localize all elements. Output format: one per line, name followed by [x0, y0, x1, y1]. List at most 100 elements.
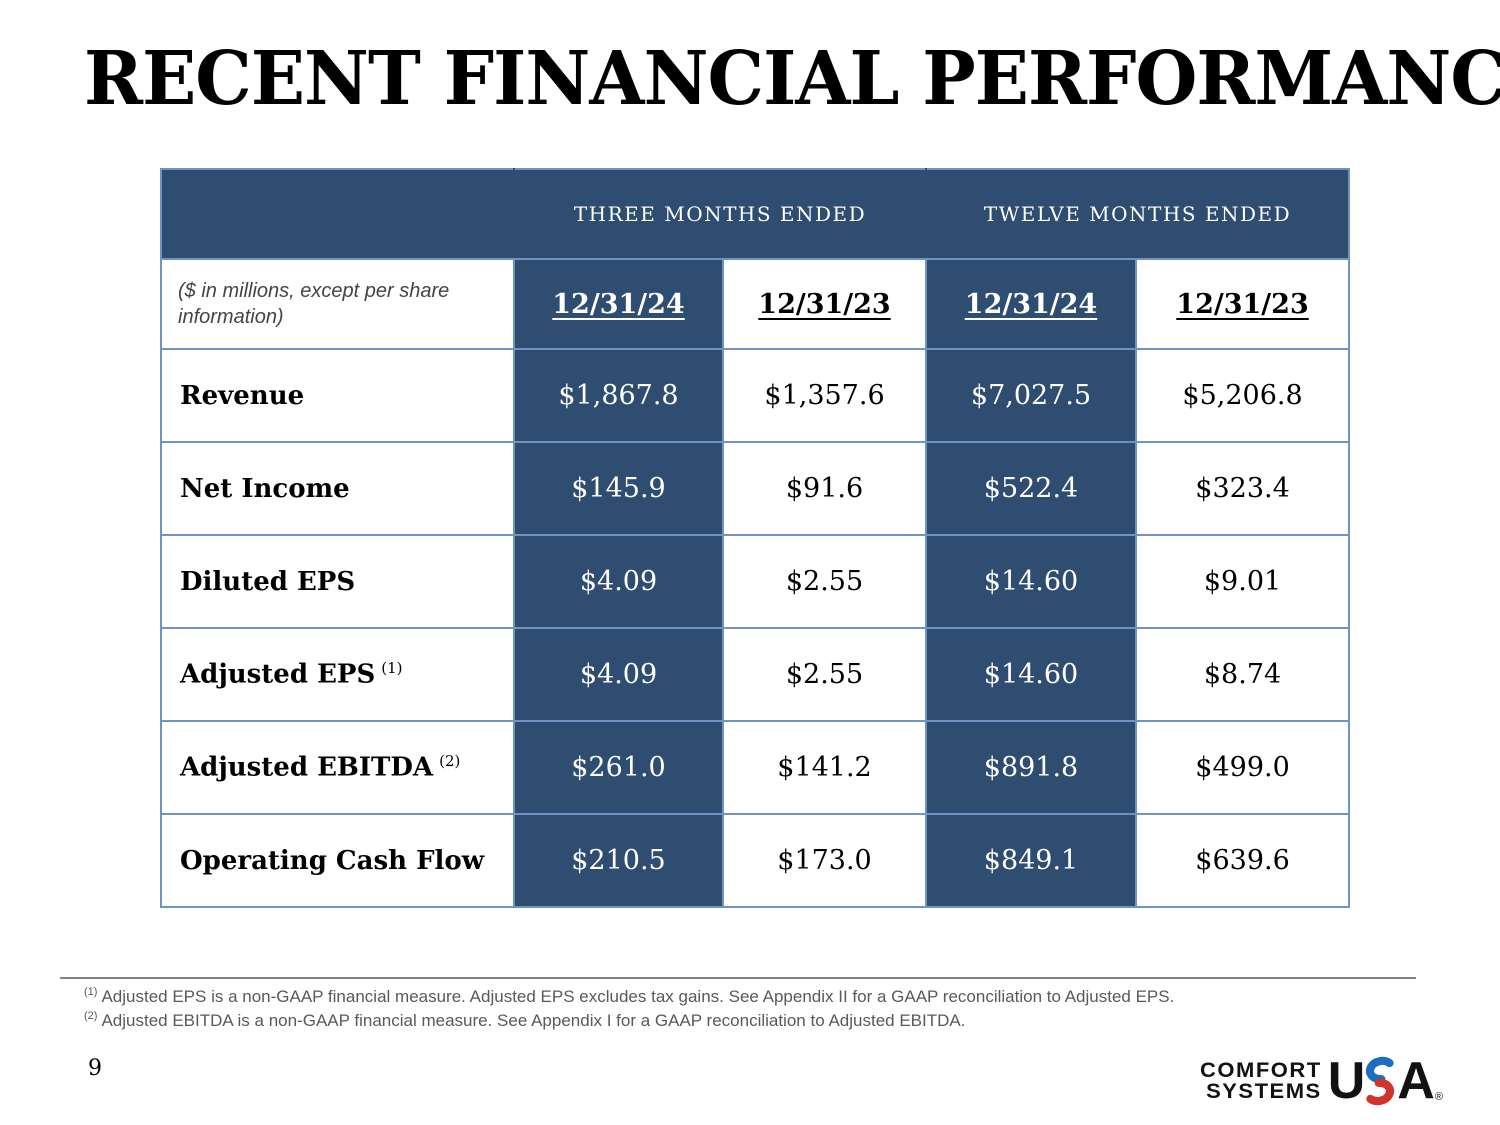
row-label: Revenue	[160, 348, 515, 443]
value-cell: $9.01	[1135, 534, 1351, 629]
group-header-label: TWELVE MONTHS ENDED	[983, 202, 1292, 226]
table-row-diluted-eps: Diluted EPS $4.09 $2.55 $14.60 $9.01	[160, 534, 1351, 629]
value: $1,867.8	[558, 380, 679, 411]
value: $261.0	[571, 752, 666, 783]
value: $14.60	[983, 659, 1079, 690]
footnote-2: (2) Adjusted EBITDA is a non-GAAP financi…	[84, 1009, 1174, 1033]
logo-swirl-s-icon	[1366, 1056, 1395, 1106]
value-cell: $14.60	[925, 534, 1138, 629]
value-cell: $522.4	[925, 441, 1138, 536]
footnote-ref: (2)	[84, 1010, 98, 1023]
page-title: RECENT FINANCIAL PERFORMANCE	[84, 36, 1500, 122]
value: $2.55	[785, 659, 864, 690]
value: $9.01	[1203, 566, 1282, 597]
row-label-text: Adjusted EBITDA	[180, 752, 434, 783]
value-cell: $1,357.6	[721, 348, 928, 443]
value-cell: $2.55	[721, 627, 928, 722]
value-cell: $91.6	[721, 441, 928, 536]
value: $2.55	[785, 566, 864, 597]
logo-usa: U A ®	[1327, 1052, 1443, 1110]
table-date-header-row: ($ in millions, except per share informa…	[160, 258, 1351, 350]
table-row-net-income: Net Income $145.9 $91.6 $522.4 $323.4	[160, 441, 1351, 536]
logo-line-comfort: COMFORT	[1200, 1058, 1322, 1082]
value: $145.9	[571, 473, 666, 504]
logo-letter-a: A	[1397, 1052, 1435, 1110]
value: $499.0	[1195, 752, 1290, 783]
row-label: Net Income	[160, 441, 515, 536]
row-label: Diluted EPS	[160, 534, 515, 629]
footnote-1: (1) Adjusted EPS is a non-GAAP financial …	[84, 985, 1174, 1009]
value-cell: $261.0	[513, 720, 724, 815]
date-header-cell: 12/31/23	[721, 258, 928, 350]
value-cell: $4.09	[513, 534, 724, 629]
value: $4.09	[579, 659, 658, 690]
group-header-spacer	[160, 168, 515, 260]
value-cell: $210.5	[513, 813, 724, 908]
value: $1,357.6	[764, 380, 885, 411]
date-header-cell: 12/31/23	[1135, 258, 1351, 350]
row-label: Adjusted EBITDA (2)	[160, 720, 515, 815]
value: $849.1	[983, 845, 1079, 876]
footnote-text: Adjusted EBITDA is a non-GAAP financial …	[101, 1010, 966, 1030]
row-label: Adjusted EPS (1)	[160, 627, 515, 722]
value: $323.4	[1195, 473, 1290, 504]
value-cell: $145.9	[513, 441, 724, 536]
units-note: ($ in millions, except per share informa…	[160, 258, 515, 350]
date-header-cell: 12/31/24	[925, 258, 1138, 350]
value: $210.5	[571, 845, 666, 876]
footnote-ref: (2)	[439, 752, 461, 771]
footnotes: (1) Adjusted EPS is a non-GAAP financial …	[84, 985, 1174, 1033]
date-header: 12/31/23	[758, 288, 891, 320]
date-header: 12/31/24	[552, 288, 685, 320]
logo-letter-u: U	[1327, 1052, 1366, 1110]
value-cell: $891.8	[925, 720, 1138, 815]
date-header: 12/31/24	[964, 288, 1098, 320]
group-header-label: THREE MONTHS ENDED	[573, 202, 867, 226]
logo-line-systems: SYSTEMS	[1206, 1079, 1322, 1103]
value-cell: $849.1	[925, 813, 1138, 908]
value: $5,206.8	[1182, 380, 1303, 411]
group-header-three-months: THREE MONTHS ENDED	[512, 168, 928, 260]
company-logo: COMFORT SYSTEMS U A ®	[1200, 1052, 1443, 1110]
footnote-divider	[60, 977, 1416, 979]
value-cell: $14.60	[925, 627, 1138, 722]
value-cell: $8.74	[1135, 627, 1351, 722]
value: $141.2	[777, 752, 872, 783]
value-cell: $7,027.5	[925, 348, 1138, 443]
value: $91.6	[785, 473, 864, 504]
value: $639.6	[1195, 845, 1290, 876]
value-cell: $323.4	[1135, 441, 1351, 536]
row-label-text: Adjusted EPS	[180, 659, 376, 690]
value-cell: $5,206.8	[1135, 348, 1351, 443]
value: $7,027.5	[970, 380, 1092, 411]
date-header-cell: 12/31/24	[513, 258, 724, 350]
value-cell: $499.0	[1135, 720, 1351, 815]
value-cell: $141.2	[721, 720, 928, 815]
table-row-adjusted-ebitda: Adjusted EBITDA (2) $261.0 $141.2 $891.8 …	[160, 720, 1351, 815]
value: $522.4	[983, 473, 1079, 504]
value: $4.09	[579, 566, 658, 597]
footnote-ref: (1)	[84, 986, 98, 999]
value: $14.60	[983, 566, 1079, 597]
page-number: 9	[88, 1056, 102, 1081]
group-header-twelve-months: TWELVE MONTHS ENDED	[925, 168, 1351, 260]
date-header: 12/31/23	[1176, 288, 1309, 320]
financial-table: THREE MONTHS ENDED TWELVE MONTHS ENDED (…	[160, 168, 1351, 908]
value: $891.8	[983, 752, 1079, 783]
table-row-revenue: Revenue $1,867.8 $1,357.6 $7,027.5 $5,20…	[160, 348, 1351, 443]
logo-wordmark: COMFORT SYSTEMS	[1200, 1060, 1322, 1102]
table-row-adjusted-eps: Adjusted EPS (1) $4.09 $2.55 $14.60 $8.74	[160, 627, 1351, 722]
value: $8.74	[1203, 659, 1282, 690]
value-cell: $2.55	[721, 534, 928, 629]
table-row-operating-cash-flow: Operating Cash Flow $210.5 $173.0 $849.1…	[160, 813, 1351, 908]
value-cell: $173.0	[721, 813, 928, 908]
value-cell: $639.6	[1135, 813, 1351, 908]
footnote-ref: (1)	[381, 659, 403, 678]
value-cell: $4.09	[513, 627, 724, 722]
value: $173.0	[777, 845, 872, 876]
table-group-header-row: THREE MONTHS ENDED TWELVE MONTHS ENDED	[160, 168, 1351, 260]
registered-trademark-icon: ®	[1434, 1091, 1443, 1103]
row-label: Operating Cash Flow	[160, 813, 515, 908]
footnote-text: Adjusted EPS is a non-GAAP financial mea…	[101, 987, 1175, 1006]
value-cell: $1,867.8	[513, 348, 724, 443]
